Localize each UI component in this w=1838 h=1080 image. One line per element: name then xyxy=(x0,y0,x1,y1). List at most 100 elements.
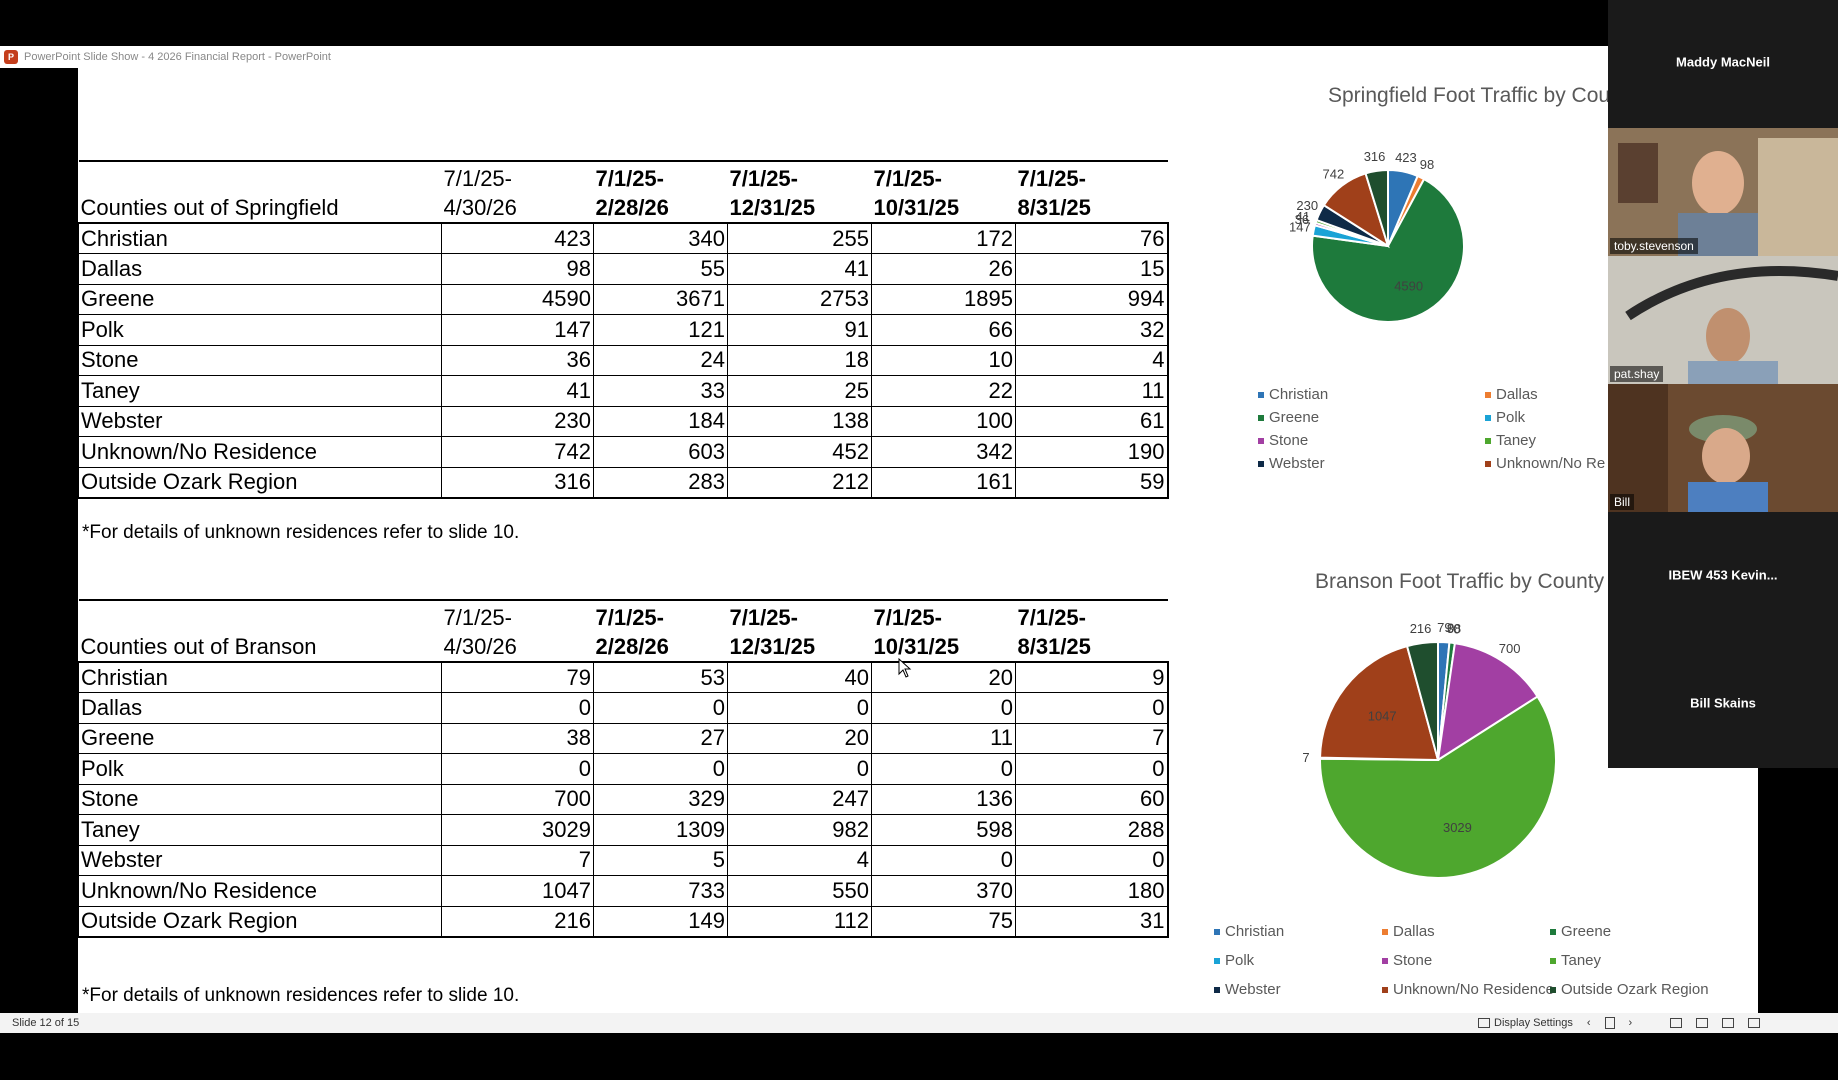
participant-name: toby.stevenson xyxy=(1610,238,1698,254)
table-row: Greene 38 27 20 11 7 xyxy=(78,723,1169,754)
pie-data-label: 4590 xyxy=(1394,279,1423,294)
period-header: 7/1/25- 4/30/26 xyxy=(443,605,517,659)
county-name: Webster xyxy=(78,406,442,437)
legend-swatch xyxy=(1550,958,1556,965)
traffic-count: 91 xyxy=(727,314,872,345)
document-icon xyxy=(1604,1017,1615,1029)
traffic-count: 603 xyxy=(593,436,728,467)
traffic-count: 61 xyxy=(1015,406,1169,437)
legend-label: Christian xyxy=(1225,923,1285,940)
pie-data-label: 0 xyxy=(1453,621,1460,636)
county-name: Dallas xyxy=(78,692,442,723)
period-header: 7/1/25- 8/31/25 xyxy=(1017,166,1091,220)
legend-item: Dallas xyxy=(1382,923,1435,940)
legend-label: Taney xyxy=(1496,432,1537,449)
traffic-count: 59 xyxy=(1015,467,1169,498)
pie-data-label: 38 xyxy=(1447,621,1461,636)
table-row: Taney 3029 1309 982 598 288 xyxy=(78,814,1169,845)
participant-video xyxy=(1608,128,1838,256)
county-name: Unknown/No Residence xyxy=(78,875,442,906)
traffic-count: 79 xyxy=(441,662,594,693)
traffic-count: 15 xyxy=(1015,253,1169,284)
pie-slice-unknown-no-residence xyxy=(1319,644,1440,762)
branson-table-body: Christian 79 53 40 20 9 Dallas 0 0 0 0 0 Greene 38 27 2… xyxy=(78,662,1169,937)
branson-header-label: Counties out of Branson xyxy=(80,634,317,659)
traffic-count: 2753 xyxy=(727,284,872,315)
traffic-count: 0 xyxy=(441,692,594,723)
traffic-count: 53 xyxy=(593,662,728,693)
county-name: Webster xyxy=(78,845,442,876)
traffic-count: 982 xyxy=(727,814,872,845)
county-name: Christian xyxy=(78,662,442,693)
traffic-count: 0 xyxy=(1015,753,1169,784)
county-name: Unknown/No Residence xyxy=(78,436,442,467)
participant-tile[interactable]: Maddy MacNeil xyxy=(1608,0,1838,128)
traffic-count: 41 xyxy=(727,253,872,284)
legend-label: Unknown/No Re xyxy=(1496,455,1606,472)
previous-slide-button[interactable]: ‹ xyxy=(1587,1017,1591,1029)
pie-data-label: 423 xyxy=(1395,150,1417,165)
county-name: Taney xyxy=(78,814,442,845)
traffic-count: 33 xyxy=(593,375,728,406)
slide-menu-button[interactable] xyxy=(1604,1017,1615,1029)
normal-view-button[interactable] xyxy=(1670,1018,1683,1028)
traffic-count: 172 xyxy=(871,223,1016,254)
pie-slice-outside-ozark-region xyxy=(1364,168,1389,247)
legend-label: Webster xyxy=(1225,981,1281,998)
traffic-count: 9 xyxy=(1015,662,1169,693)
participant-tile[interactable]: Bill Skains xyxy=(1608,640,1838,768)
traffic-count: 212 xyxy=(727,467,872,498)
legend-item: Greene xyxy=(1550,923,1611,940)
traffic-count: 100 xyxy=(871,406,1016,437)
slide-canvas[interactable]: Counties out of Springfield 7/1/25- 4/30/… xyxy=(78,68,1758,1013)
traffic-count: 27 xyxy=(593,723,728,754)
county-name: Greene xyxy=(78,723,442,754)
traffic-count: 180 xyxy=(1015,875,1169,906)
legend-item: Dallas xyxy=(1485,386,1538,403)
display-settings-button[interactable]: Display Settings xyxy=(1478,1017,1573,1029)
legend-item: Polk xyxy=(1485,409,1525,426)
participant-name: IBEW 453 Kevin... xyxy=(1668,567,1778,583)
presentation-icon xyxy=(1748,1018,1761,1028)
period-header: 7/1/25- 8/31/25 xyxy=(1017,605,1091,659)
springfield-header-label: Counties out of Springfield xyxy=(80,195,339,220)
participant-video-tile[interactable]: Bill xyxy=(1608,384,1838,512)
branson-header-row: Counties out of Branson 7/1/25- 4/30/26 7… xyxy=(78,600,1168,662)
traffic-count: 288 xyxy=(1015,814,1169,845)
slide-sorter-button[interactable] xyxy=(1696,1018,1709,1028)
pie-data-label: 700 xyxy=(1499,641,1521,656)
pie-slice-stone xyxy=(1436,642,1539,763)
traffic-count: 0 xyxy=(871,692,1016,723)
pie-slice-taney xyxy=(1319,695,1557,879)
legend-swatch xyxy=(1214,958,1220,965)
pie-data-label: 36 xyxy=(1295,212,1309,227)
window-titlebar: P PowerPoint Slide Show - 4 2026 Financi… xyxy=(0,46,1608,68)
traffic-count: 149 xyxy=(593,906,728,937)
traffic-count: 38 xyxy=(441,723,594,754)
participant-name: Maddy MacNeil xyxy=(1676,54,1770,70)
branson-chart-title: Branson Foot Traffic by County xyxy=(1315,570,1605,593)
traffic-count: 138 xyxy=(727,406,872,437)
slide-show-button[interactable] xyxy=(1748,1018,1761,1028)
county-name: Outside Ozark Region xyxy=(78,906,442,937)
traffic-count: 161 xyxy=(871,467,1016,498)
participant-video-tile[interactable]: pat.shay xyxy=(1608,256,1838,384)
traffic-count: 20 xyxy=(727,723,872,754)
legend-swatch xyxy=(1485,415,1491,422)
participant-video-tile[interactable]: toby.stevenson xyxy=(1608,128,1838,256)
traffic-count: 550 xyxy=(727,875,872,906)
participant-tile[interactable]: IBEW 453 Kevin... xyxy=(1608,512,1838,640)
legend-swatch xyxy=(1258,415,1264,422)
legend-label: Dallas xyxy=(1393,923,1435,940)
legend-swatch xyxy=(1550,987,1556,994)
participant-video xyxy=(1608,256,1838,384)
next-slide-button[interactable]: › xyxy=(1629,1017,1633,1029)
period-header: 7/1/25- 12/31/25 xyxy=(729,166,816,220)
table-row: Christian 79 53 40 20 9 xyxy=(78,662,1169,693)
reading-view-button[interactable] xyxy=(1722,1018,1735,1028)
traffic-count: 255 xyxy=(727,223,872,254)
table-row: Webster 7 5 4 0 0 xyxy=(78,845,1169,876)
traffic-count: 742 xyxy=(441,436,594,467)
period-header: 7/1/25- 4/30/26 xyxy=(443,166,517,220)
